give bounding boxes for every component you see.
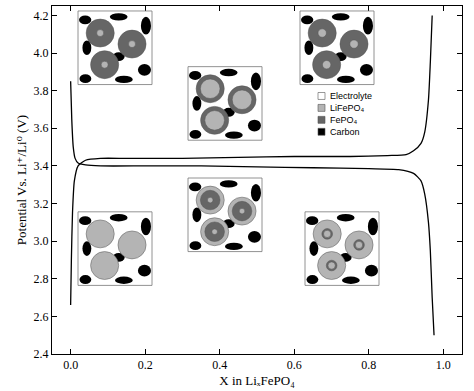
svg-text:0.4: 0.4 [212,358,227,372]
svg-text:3.4: 3.4 [34,159,49,173]
svg-text:1.0: 1.0 [436,358,451,372]
svg-text:Electrolyte: Electrolyte [330,91,372,101]
svg-text:3.0: 3.0 [34,234,49,248]
svg-text:0.8: 0.8 [361,358,376,372]
svg-text:2.8: 2.8 [34,272,49,286]
svg-text:3.6: 3.6 [34,121,49,135]
svg-text:LiFePO₄: LiFePO₄ [330,103,365,113]
svg-text:4.0: 4.0 [34,46,49,60]
svg-text:0.6: 0.6 [287,358,302,372]
svg-text:3.2: 3.2 [34,197,49,211]
svg-text:4.2: 4.2 [34,9,49,23]
svg-text:2.4: 2.4 [34,347,49,361]
svg-text:0.2: 0.2 [138,358,153,372]
svg-text:0.0: 0.0 [63,358,78,372]
svg-text:X in LiₓFePO₄: X in LiₓFePO₄ [219,373,295,388]
svg-text:2.6: 2.6 [34,310,49,324]
svg-text:FePO₄: FePO₄ [330,115,358,125]
svg-text:3.8: 3.8 [34,84,49,98]
svg-text:Potential Vs. Li⁺/Li⁰ (V): Potential Vs. Li⁺/Li⁰ (V) [14,115,29,245]
svg-text:Carbon: Carbon [330,127,360,137]
